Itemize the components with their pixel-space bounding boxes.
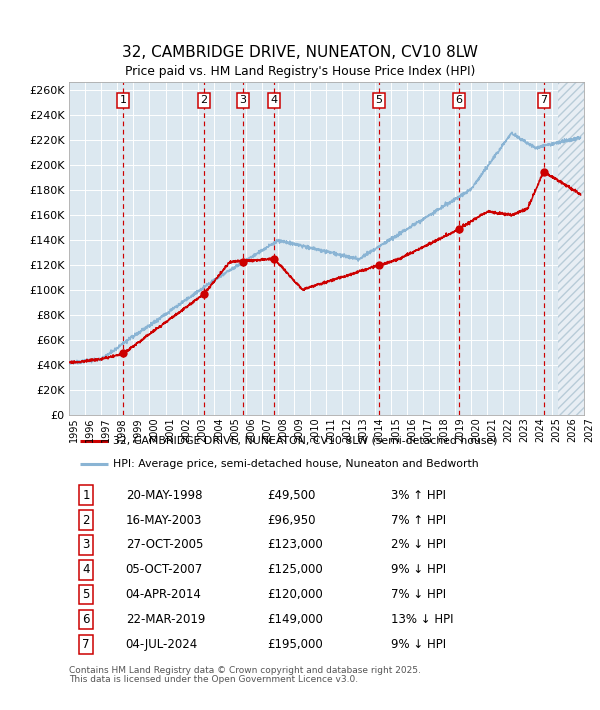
Text: 9% ↓ HPI: 9% ↓ HPI bbox=[391, 638, 446, 651]
Text: 2025: 2025 bbox=[551, 417, 562, 442]
Text: £120,000: £120,000 bbox=[267, 588, 323, 601]
Text: 2014: 2014 bbox=[374, 417, 385, 442]
Text: 2003: 2003 bbox=[198, 417, 208, 442]
Text: Price paid vs. HM Land Registry's House Price Index (HPI): Price paid vs. HM Land Registry's House … bbox=[125, 65, 475, 77]
Text: 1: 1 bbox=[120, 95, 127, 105]
Text: 3: 3 bbox=[82, 538, 89, 552]
Text: 1997: 1997 bbox=[101, 417, 111, 442]
Text: 2013: 2013 bbox=[359, 417, 368, 442]
Text: 04-APR-2014: 04-APR-2014 bbox=[125, 588, 202, 601]
Bar bbox=[558, 82, 584, 415]
Text: 6: 6 bbox=[455, 95, 462, 105]
Text: 2018: 2018 bbox=[439, 417, 449, 442]
Text: 2004: 2004 bbox=[214, 417, 224, 442]
Text: 2012: 2012 bbox=[343, 417, 352, 442]
Text: 2002: 2002 bbox=[182, 417, 191, 442]
Text: £96,950: £96,950 bbox=[267, 513, 316, 527]
Text: HPI: Average price, semi-detached house, Nuneaton and Bedworth: HPI: Average price, semi-detached house,… bbox=[113, 459, 478, 469]
Text: 2009: 2009 bbox=[294, 417, 304, 442]
Text: 1999: 1999 bbox=[133, 417, 143, 442]
Text: 1996: 1996 bbox=[85, 417, 95, 442]
Text: 2020: 2020 bbox=[471, 417, 481, 442]
Bar bbox=[558, 82, 584, 415]
Text: 05-OCT-2007: 05-OCT-2007 bbox=[125, 563, 203, 577]
Text: 4: 4 bbox=[271, 95, 278, 105]
Text: 7% ↑ HPI: 7% ↑ HPI bbox=[391, 513, 446, 527]
Text: 2: 2 bbox=[82, 513, 90, 527]
Text: 5: 5 bbox=[375, 95, 382, 105]
Text: 2026: 2026 bbox=[568, 417, 578, 442]
Text: Contains HM Land Registry data © Crown copyright and database right 2025.: Contains HM Land Registry data © Crown c… bbox=[69, 666, 421, 675]
Text: 9% ↓ HPI: 9% ↓ HPI bbox=[391, 563, 446, 577]
Text: 2021: 2021 bbox=[487, 417, 497, 442]
Text: 2% ↓ HPI: 2% ↓ HPI bbox=[391, 538, 446, 552]
Text: 2: 2 bbox=[200, 95, 208, 105]
Text: 2024: 2024 bbox=[536, 417, 545, 442]
Text: 3: 3 bbox=[239, 95, 247, 105]
Text: 20-MAY-1998: 20-MAY-1998 bbox=[125, 488, 202, 502]
Text: 2007: 2007 bbox=[262, 417, 272, 442]
Text: 13% ↓ HPI: 13% ↓ HPI bbox=[391, 613, 453, 626]
Text: 32, CAMBRIDGE DRIVE, NUNEATON, CV10 8LW: 32, CAMBRIDGE DRIVE, NUNEATON, CV10 8LW bbox=[122, 45, 478, 60]
Text: 2011: 2011 bbox=[326, 417, 337, 442]
Text: 7: 7 bbox=[82, 638, 90, 651]
Text: £195,000: £195,000 bbox=[267, 638, 323, 651]
Text: 2015: 2015 bbox=[391, 417, 401, 442]
Text: 1: 1 bbox=[82, 488, 90, 502]
Text: 2023: 2023 bbox=[520, 417, 529, 442]
Text: 2016: 2016 bbox=[407, 417, 417, 442]
Text: £49,500: £49,500 bbox=[267, 488, 316, 502]
Text: 5: 5 bbox=[82, 588, 89, 601]
Text: 27-OCT-2005: 27-OCT-2005 bbox=[125, 538, 203, 552]
Text: 2005: 2005 bbox=[230, 417, 240, 442]
Text: 1995: 1995 bbox=[69, 417, 79, 442]
Text: 2010: 2010 bbox=[310, 417, 320, 442]
Text: 4: 4 bbox=[82, 563, 90, 577]
Text: 6: 6 bbox=[82, 613, 90, 626]
Text: 2001: 2001 bbox=[166, 417, 176, 442]
Text: 32, CAMBRIDGE DRIVE, NUNEATON, CV10 8LW (semi-detached house): 32, CAMBRIDGE DRIVE, NUNEATON, CV10 8LW … bbox=[113, 436, 497, 446]
Text: 2022: 2022 bbox=[503, 417, 514, 442]
Text: 1998: 1998 bbox=[117, 417, 127, 442]
Text: 16-MAY-2003: 16-MAY-2003 bbox=[125, 513, 202, 527]
Text: 2006: 2006 bbox=[246, 417, 256, 442]
Text: 2019: 2019 bbox=[455, 417, 465, 442]
Text: £123,000: £123,000 bbox=[267, 538, 323, 552]
Text: This data is licensed under the Open Government Licence v3.0.: This data is licensed under the Open Gov… bbox=[69, 674, 358, 684]
Text: 22-MAR-2019: 22-MAR-2019 bbox=[125, 613, 205, 626]
Text: 2008: 2008 bbox=[278, 417, 288, 442]
Text: 2000: 2000 bbox=[149, 417, 160, 442]
Text: £149,000: £149,000 bbox=[267, 613, 323, 626]
Text: 7: 7 bbox=[540, 95, 547, 105]
Text: 04-JUL-2024: 04-JUL-2024 bbox=[125, 638, 198, 651]
Text: £125,000: £125,000 bbox=[267, 563, 323, 577]
Text: 3% ↑ HPI: 3% ↑ HPI bbox=[391, 488, 446, 502]
Text: 2017: 2017 bbox=[423, 417, 433, 442]
Text: 2027: 2027 bbox=[584, 417, 594, 442]
Text: 7% ↓ HPI: 7% ↓ HPI bbox=[391, 588, 446, 601]
